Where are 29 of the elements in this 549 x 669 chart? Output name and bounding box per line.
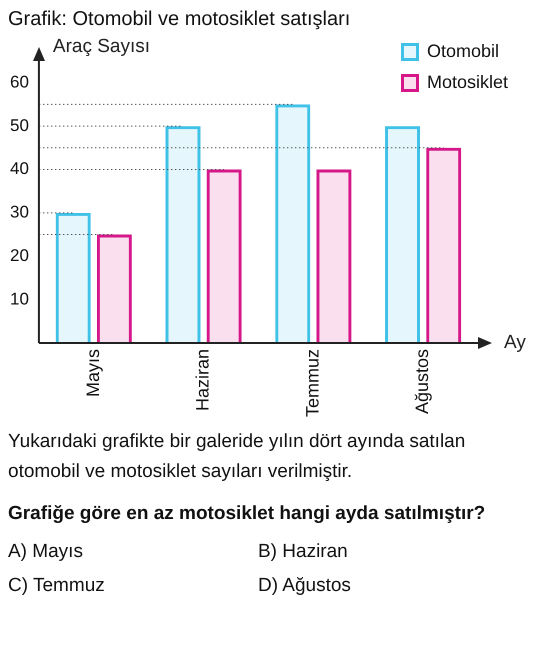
x-tick-label: Mayıs xyxy=(82,348,103,398)
x-tick-label: Haziran xyxy=(192,348,213,412)
bar xyxy=(275,104,310,343)
y-tick-label: 10 xyxy=(10,289,29,308)
text: Yukarıdaki grafikte bir galeride yılın dört ayında satılan otomobil ve motosiklet sayıları verilmiştir. xyxy=(8,430,466,484)
y-axis-title: Araç Sayısı xyxy=(52,36,150,58)
bar xyxy=(426,148,462,343)
chart-title: Grafik: Otomobil ve motosiklet satışları xyxy=(8,8,352,31)
bar xyxy=(165,126,200,343)
bar xyxy=(385,126,420,343)
x-tick-label: Temmuz xyxy=(302,348,322,418)
y-tick-label: 30 xyxy=(10,202,29,222)
text: Grafiğe göre en az motosiklet hangi ayda satılmıştır? xyxy=(8,502,486,526)
text: B) Haziran xyxy=(258,540,349,564)
x-axis-title: Ay xyxy=(504,332,526,354)
x-tick-label: Ağustos xyxy=(412,348,432,414)
text: C) Temmuz xyxy=(8,574,106,598)
y-tick-label: 20 xyxy=(10,246,29,265)
legend-label: Motosiklet xyxy=(426,72,508,93)
text: A) Mayıs xyxy=(8,540,84,564)
bar xyxy=(96,234,132,343)
bar xyxy=(316,169,352,343)
y-tick-label: 50 xyxy=(10,116,29,135)
bar xyxy=(206,169,242,343)
y-tick-label: 60 xyxy=(10,72,29,92)
legend-label: Otomobil xyxy=(426,41,499,62)
y-tick-label: 40 xyxy=(10,159,29,178)
bar xyxy=(56,212,91,343)
text: D) Ağustos xyxy=(258,574,352,598)
